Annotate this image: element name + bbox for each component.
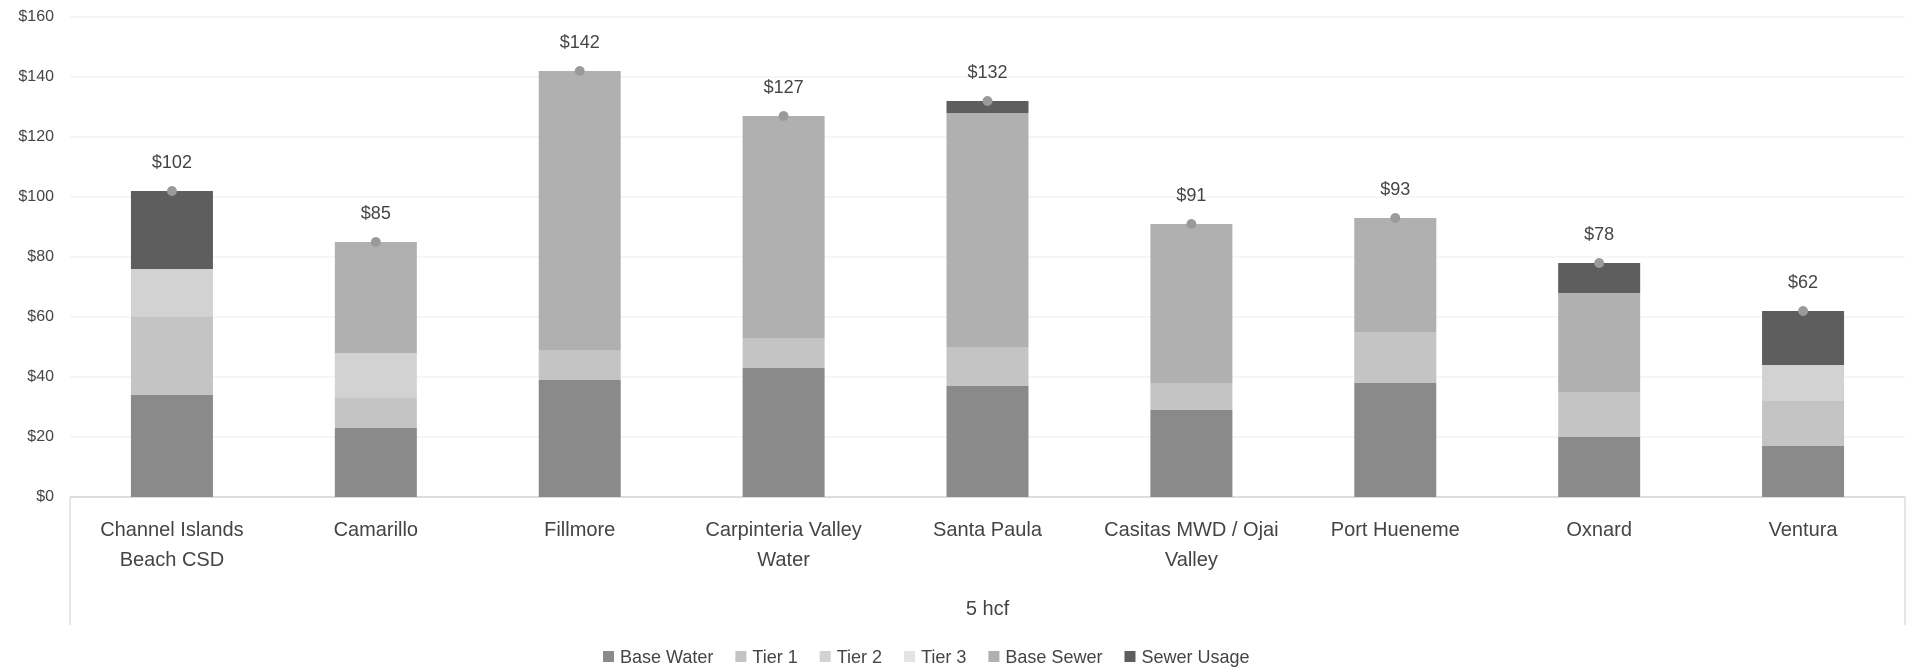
bar-segment: [538, 71, 621, 350]
y-tick-label: $100: [18, 188, 54, 205]
x-tick-label: Fillmore: [544, 519, 616, 541]
total-marker: [574, 66, 585, 76]
total-label: $127: [764, 77, 804, 97]
bar-segment: [1558, 437, 1641, 497]
legend-swatch: [735, 651, 747, 662]
bar-segment: [334, 398, 417, 428]
total-marker: [166, 186, 177, 196]
x-tick-label: Oxnard: [1566, 519, 1632, 541]
bar-segment: [130, 269, 213, 317]
bar-segment: [1558, 392, 1641, 437]
bar-segment: [1150, 224, 1233, 383]
total-marker: [370, 237, 381, 247]
bar-segment: [1762, 446, 1845, 497]
total-label: $85: [361, 203, 391, 223]
y-tick-label: $40: [27, 368, 54, 385]
x-tick-label: Camarillo: [333, 519, 419, 541]
y-tick-label: $60: [27, 308, 54, 325]
x-tick-label: Carpinteria Valley Water: [705, 519, 862, 571]
total-label: $142: [560, 32, 600, 52]
bar-segment: [946, 347, 1029, 386]
legend-label: Tier 1: [752, 647, 797, 667]
total-label: $78: [1584, 224, 1614, 244]
bar-segment: [130, 191, 213, 269]
total-label: $62: [1788, 272, 1818, 292]
legend-label: Base Water: [620, 647, 713, 667]
legend-swatch: [603, 651, 614, 662]
bar-segment: [130, 395, 213, 497]
bar-segment: [1354, 218, 1437, 332]
bar-segment: [1762, 401, 1845, 446]
bar-segment: [1762, 365, 1845, 401]
total-label: $91: [1176, 185, 1206, 205]
total-marker: [1798, 306, 1809, 316]
legend-label: Base Sewer: [1005, 647, 1102, 667]
y-tick-label: $80: [27, 248, 54, 265]
y-tick-label: $140: [18, 68, 54, 85]
x-tick-label: Ventura: [1768, 519, 1838, 541]
bar-segment: [742, 116, 825, 338]
bar-segment: [742, 368, 825, 497]
bar-segment: [1558, 293, 1641, 392]
x-tick-label: Port Hueneme: [1330, 519, 1460, 541]
total-label: $102: [152, 152, 192, 172]
total-marker: [1186, 219, 1197, 229]
legend-label: Tier 3: [921, 647, 966, 667]
total-marker: [982, 96, 993, 106]
total-label: $93: [1380, 179, 1410, 199]
legend-swatch: [1124, 651, 1136, 662]
bar-segment: [130, 317, 213, 395]
group-label: 5 hcf: [965, 598, 1010, 620]
bar-segment: [334, 428, 417, 497]
bar-segment: [946, 101, 1029, 113]
bar-segment: [1150, 383, 1233, 410]
y-tick-label: $120: [18, 128, 54, 145]
y-tick-label: $0: [36, 488, 54, 505]
x-tick-label: Channel Islands Beach CSD: [100, 519, 244, 571]
bar-segment: [1354, 332, 1437, 383]
bar-segment: [1150, 410, 1233, 497]
total-label: $132: [967, 62, 1007, 82]
x-tick-label: Casitas MWD / Ojai Valley: [1104, 519, 1279, 571]
bar-segment: [1354, 383, 1437, 497]
bar-segment: [946, 386, 1029, 497]
legend-label: Sewer Usage: [1141, 647, 1249, 667]
bar-segment: [334, 353, 417, 398]
bar-segment: [1762, 311, 1845, 365]
legend-swatch: [819, 651, 831, 662]
bar-segment: [538, 350, 621, 380]
x-tick-label: Santa Paula: [932, 519, 1042, 541]
legend-swatch: [904, 651, 916, 662]
total-marker: [1594, 258, 1605, 268]
bar-segment: [742, 338, 825, 368]
legend-swatch: [988, 651, 1000, 662]
bar-segment: [334, 242, 417, 353]
y-tick-label: $160: [18, 8, 54, 25]
total-marker: [778, 111, 789, 121]
bar-segment: [538, 380, 621, 497]
bar-segment: [946, 113, 1029, 347]
total-marker: [1390, 213, 1401, 223]
y-tick-label: $20: [27, 428, 54, 445]
legend-label: Tier 2: [837, 647, 882, 667]
